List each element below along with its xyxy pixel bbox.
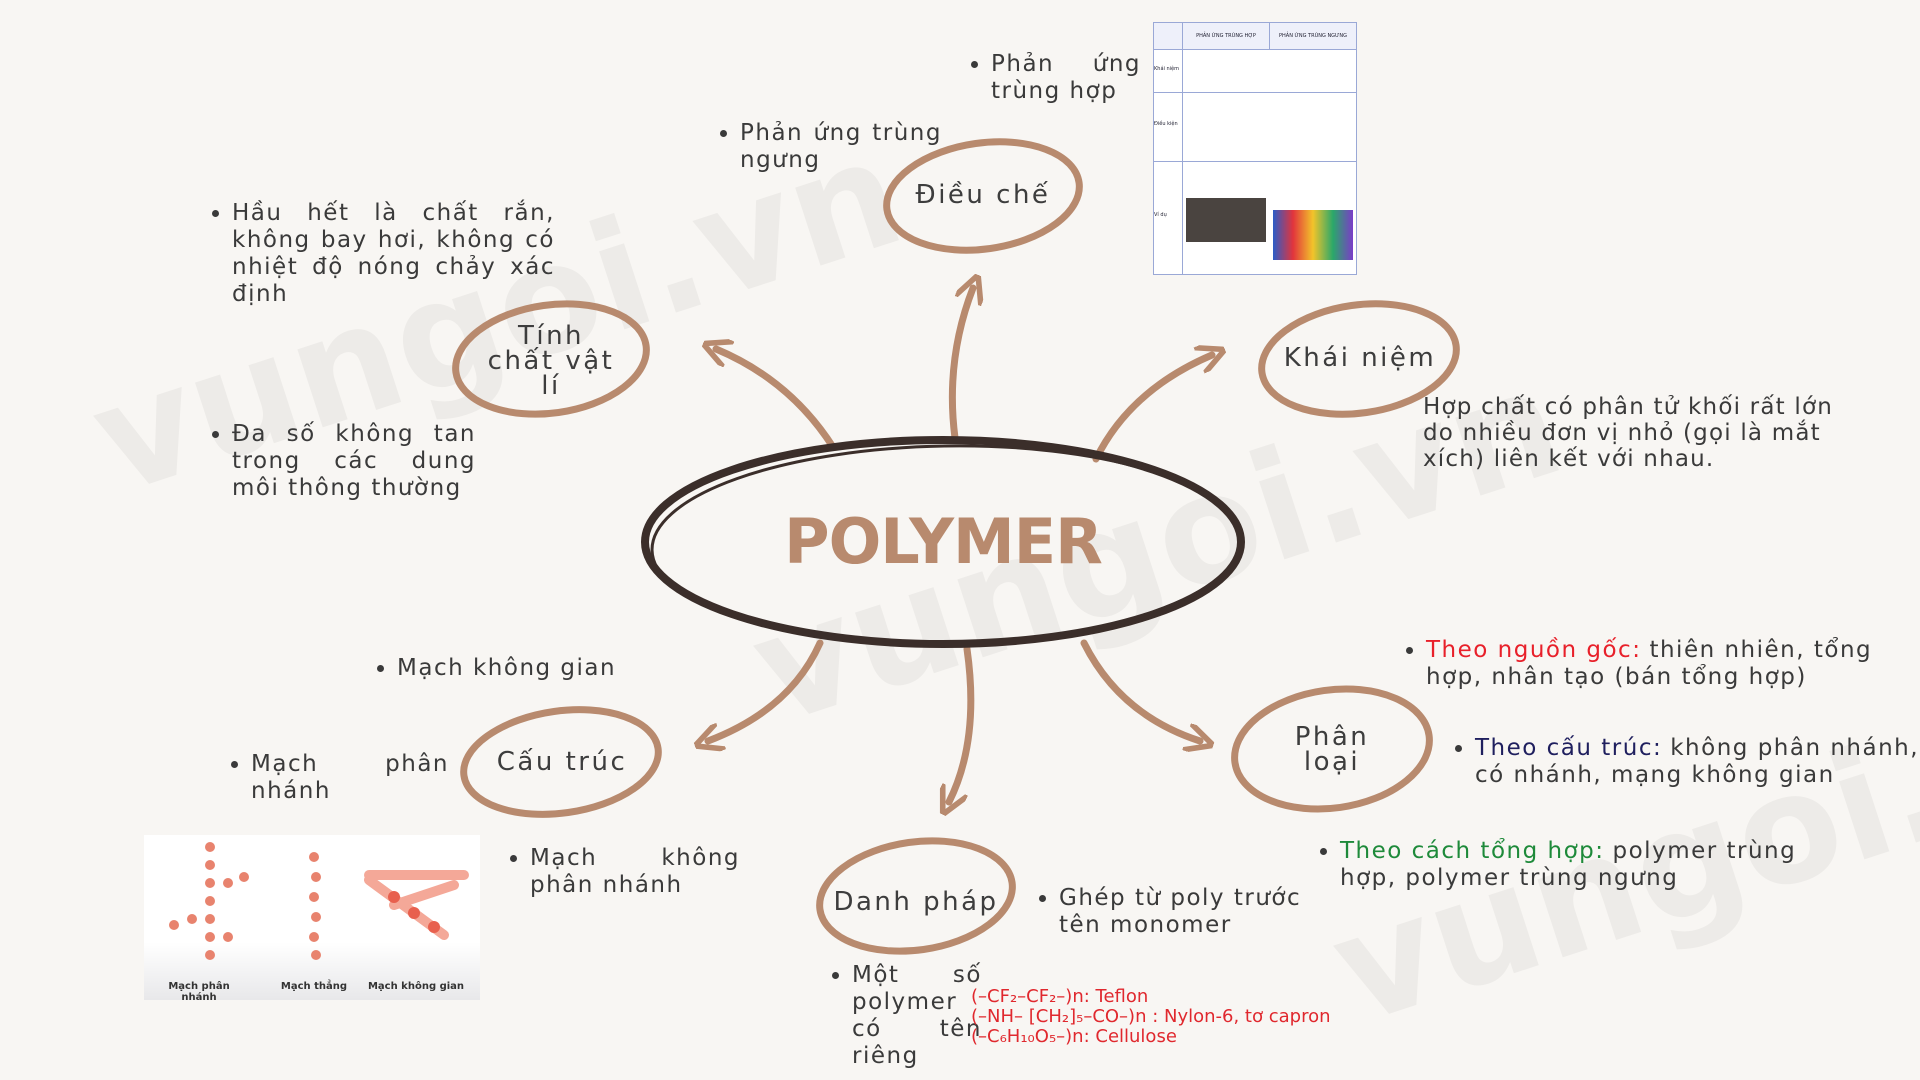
reaction-table: PHẢN ỨNG TRÙNG HỢP PHẢN ỨNG TRÙNG NGƯNG … — [1153, 22, 1357, 275]
center-label: POLYMER — [784, 505, 1103, 578]
bullet-list: Mạch không phân nhánh — [494, 845, 740, 899]
bullet-list: Phản ứng trùng hợp — [967, 51, 1141, 105]
bullet-key: Theo nguồn gốc: — [1426, 637, 1642, 663]
bullet: Theo nguồn gốc:thiên nhiên, tổng hợp, nh… — [1426, 637, 1896, 691]
node-label: Danh pháp — [833, 887, 999, 917]
figure-label: Mạch phân nhánh — [168, 981, 230, 1003]
table-header: PHẢN ỨNG TRÙNG HỢP — [1183, 23, 1270, 49]
bullet: Một số polymer có tên riêng — [852, 962, 982, 1070]
table-row-label: Ví dụ — [1154, 162, 1183, 274]
bullet: Phản ứng trùng hợp — [991, 51, 1141, 105]
bullet-text: không phân nhánh, có nhánh, mạng không g… — [1475, 735, 1920, 788]
arrow — [949, 645, 975, 802]
molecule-drawing — [169, 842, 469, 960]
bullet: Mạch không phân nhánh — [530, 845, 740, 899]
bullet-list: Theo cấu trúc:không phân nhánh, có nhánh… — [1451, 735, 1920, 789]
node-ellipse — [460, 706, 662, 818]
photo — [1186, 198, 1266, 242]
figure-label: Mạch không gian — [367, 981, 465, 992]
structure-figure: Mạch phân nhánh Mạch thẳng Mạch không gi… — [144, 835, 480, 1003]
bullet-list: Ghép từ poly trước tên monomer — [1035, 885, 1324, 939]
bullet: Mạch không gian — [397, 655, 629, 682]
bullet: Theo cấu trúc:không phân nhánh, có nhánh… — [1475, 735, 1920, 789]
bullet: Theo cách tổng hợp:polymer trùng hợp, po… — [1340, 838, 1830, 892]
bullet-key: Theo cách tổng hợp: — [1340, 838, 1605, 864]
table-row-label: Điều kiện — [1154, 93, 1183, 161]
table-row-label: Khái niệm — [1154, 50, 1183, 92]
node-ellipse — [1258, 300, 1460, 418]
bullet: Ghép từ poly trước tên monomer — [1059, 885, 1324, 939]
node-label: Phân loại — [1294, 722, 1370, 777]
example: (–CF₂–CF₂–)n: Teflon — [971, 986, 1149, 1007]
bullet-list: Mạch phân nhánh — [227, 751, 449, 805]
arrow — [1092, 355, 1212, 463]
bullet-list: Phản ứng trùng ngưng — [716, 120, 942, 174]
node-ellipse — [1231, 685, 1433, 813]
example: (–C₆H₁₀O₅–)n: Cellulose — [971, 1026, 1177, 1047]
arrow — [1080, 639, 1200, 741]
photo — [1273, 210, 1353, 260]
bullet-list: Theo cách tổng hợp:polymer trùng hợp, po… — [1316, 838, 1830, 892]
node-ellipse — [883, 138, 1083, 254]
bullet: Mạch phân nhánh — [251, 751, 449, 805]
definition: Hợp chất có phân tử khối rất lớn do nhiề… — [1423, 394, 1834, 472]
arrow — [708, 639, 824, 741]
arrow — [716, 349, 837, 451]
bullet-text: polymer trùng hợp, polymer trùng ngưng — [1340, 838, 1797, 891]
table-header: PHẢN ỨNG TRÙNG NGƯNG — [1279, 33, 1347, 39]
node-label: Cấu trúc — [496, 747, 628, 777]
arrow — [948, 288, 973, 442]
node-label: Tính chất vật lí — [487, 321, 615, 401]
bullet-list: Mạch không gian — [373, 655, 629, 682]
bullet-text: thiên nhiên, tổng hợp, nhân tạo (bán tổn… — [1426, 637, 1873, 690]
node-ellipse — [816, 837, 1016, 955]
node-label: Khái niệm — [1283, 343, 1437, 373]
bullet: Hầu hết là chất rắn, không bay hơi, khôn… — [232, 200, 555, 308]
example: (–NH– [CH₂]₅–CO–)n : Nylon-6, tơ capron — [971, 1006, 1331, 1027]
bullet-list: Một số polymer có tên riêng — [828, 962, 982, 1070]
node-ellipse — [452, 300, 650, 418]
node-label: Điều chế — [915, 180, 1051, 210]
bullet-key: Theo cấu trúc: — [1475, 735, 1663, 761]
bullet-list: Hầu hết là chất rắn, không bay hơi, khôn… — [208, 200, 555, 308]
bullet: Đa số không tan trong các dung môi thông… — [232, 421, 476, 502]
figure-label: Mạch thẳng — [280, 981, 348, 992]
bullet: Phản ứng trùng ngưng — [740, 120, 942, 174]
example-list: (–CF₂–CF₂–)n: Teflon (–NH– [CH₂]₅–CO–)n … — [971, 987, 1391, 1047]
bullet-list: Đa số không tan trong các dung môi thông… — [208, 421, 476, 502]
bullet-list: Theo nguồn gốc:thiên nhiên, tổng hợp, nh… — [1402, 637, 1896, 691]
center-ellipse — [650, 444, 1242, 646]
